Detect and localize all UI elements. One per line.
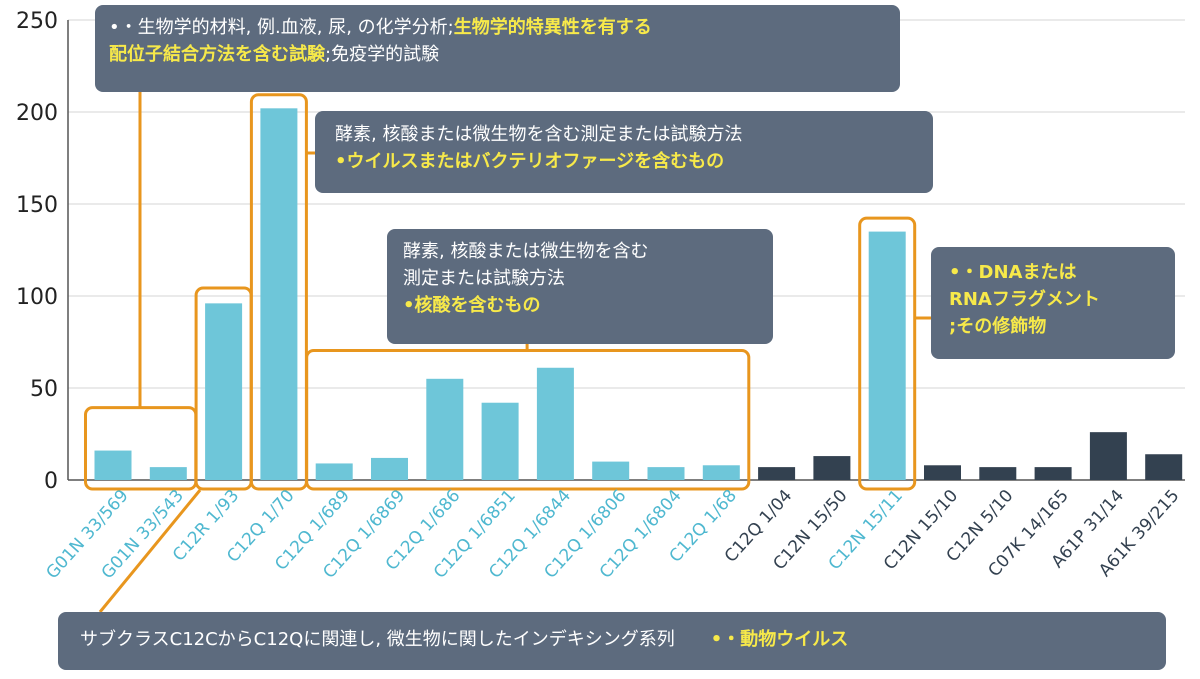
callout-animal-virus-text: サブクラスC12CからC12Qに関連し, 微生物に関したインデキシング系列 bbox=[80, 629, 675, 650]
bar-c12q-1-686 bbox=[426, 378, 464, 480]
bar-c12n-15-10 bbox=[924, 465, 961, 480]
callout-dna-rna: •・DNAまたは RNAフラグメント ;その修飾物 bbox=[931, 247, 1175, 359]
bar-g01n-33-543 bbox=[149, 467, 187, 480]
connector-animal-virus bbox=[98, 489, 202, 613]
callout-nucleic-acid-text-2: 測定または試験方法 bbox=[403, 268, 565, 289]
y-tick-label: 150 bbox=[16, 193, 58, 218]
bar-a61p-31-14 bbox=[1089, 432, 1127, 480]
callout-chemical-analysis-highlight: 生物学的特異性を有する bbox=[453, 17, 652, 38]
callout-virus: 酵素, 核酸または微生物を含む測定または試験方法 •ウイルスまたはバクテリオファ… bbox=[315, 111, 933, 193]
callout-nucleic-acid: 酵素, 核酸または微生物を含む 測定または試験方法 •核酸を含むもの bbox=[387, 229, 773, 344]
callout-chemical-analysis-text-2: ;免疫学的試験 bbox=[325, 44, 440, 65]
bar-c12q-1-04 bbox=[758, 467, 796, 480]
callout-animal-virus-highlight: •・動物ウイルス bbox=[710, 629, 849, 650]
y-tick-label: 200 bbox=[16, 101, 58, 126]
callout-animal-virus: サブクラスC12CからC12Qに関連し, 微生物に関したインデキシング系列 •・動… bbox=[58, 612, 1166, 670]
callout-chemical-analysis-highlight-2: 配位子結合方法を含む試験 bbox=[109, 44, 325, 65]
bar-c12q-1-6804 bbox=[647, 467, 685, 480]
bar-c12n-15-11 bbox=[868, 231, 906, 480]
bracket-virus bbox=[249, 93, 308, 491]
callout-virus-highlight: •ウイルスまたはバクテリオファージを含むもの bbox=[335, 151, 725, 172]
bar-c12q-1-70 bbox=[260, 108, 298, 480]
y-tick-label: 0 bbox=[44, 469, 58, 494]
y-tick-label: 50 bbox=[30, 377, 58, 402]
callout-chemical-analysis: •・生物学的材料, 例.血液, 尿, の化学分析;生物学的特異性を有する 配位子… bbox=[95, 5, 900, 92]
bar-c12q-1-6844 bbox=[536, 367, 574, 480]
bar-c12n-15-50 bbox=[813, 456, 851, 480]
callout-connectors bbox=[98, 92, 931, 613]
bar-a61k-39-215 bbox=[1145, 454, 1183, 480]
callout-dna-rna-line-3: ;その修飾物 bbox=[949, 316, 1047, 337]
callout-chemical-analysis-text: •・生物学的材料, 例.血液, 尿, の化学分析; bbox=[109, 17, 454, 38]
y-tick-label: 100 bbox=[16, 285, 58, 310]
callout-nucleic-acid-highlight: •核酸を含むもの bbox=[403, 295, 541, 316]
bar-c12q-1-6806 bbox=[592, 461, 630, 480]
bracket-dna-rna bbox=[858, 216, 917, 491]
callout-dna-rna-line-2: RNAフラグメント bbox=[949, 289, 1100, 310]
callout-nucleic-acid-text: 酵素, 核酸または微生物を含む bbox=[403, 241, 649, 262]
bar-c12q-1-68 bbox=[702, 465, 740, 480]
bar-c12n-5-10 bbox=[979, 467, 1017, 480]
bars bbox=[94, 108, 1183, 480]
bar-c12q-1-689 bbox=[315, 463, 353, 480]
callout-virus-text: 酵素, 核酸または微生物を含む測定または試験方法 bbox=[335, 124, 743, 145]
bar-g01n-33-569 bbox=[94, 450, 132, 480]
bar-c12r-1-93 bbox=[205, 303, 243, 480]
callout-dna-rna-line-1: •・DNAまたは bbox=[949, 262, 1077, 283]
bar-c07k-14-165 bbox=[1034, 467, 1072, 480]
bar-c12q-1-6869 bbox=[371, 457, 408, 480]
y-tick-label: 250 bbox=[16, 9, 58, 34]
bar-c12q-1-6851 bbox=[481, 402, 519, 480]
